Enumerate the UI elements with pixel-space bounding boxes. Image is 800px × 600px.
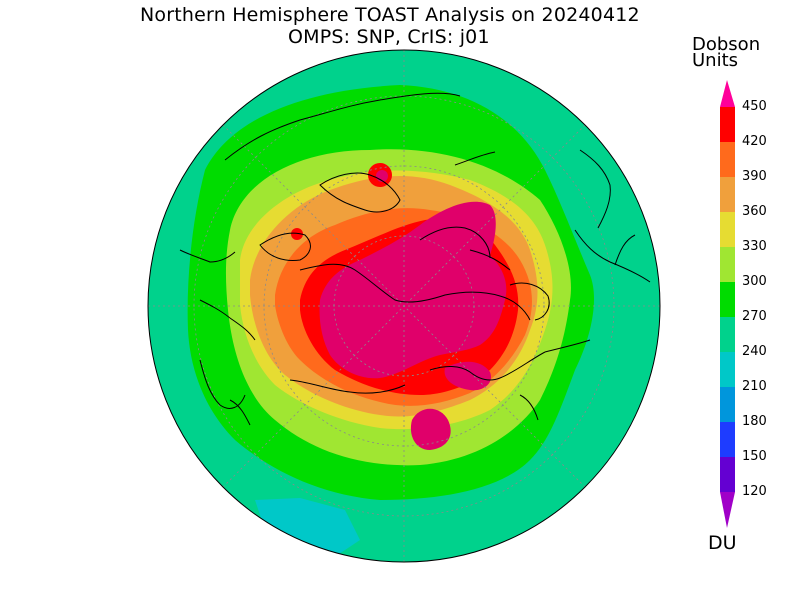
colorbar-tick-label: 270 — [742, 309, 767, 324]
colorbar-band-330-360 — [720, 212, 735, 247]
colorbar-bottom-arrow — [720, 492, 735, 528]
colorbar-tick-label: 360 — [742, 204, 767, 219]
colorbar-tick-label: 210 — [742, 379, 767, 394]
map-title: Northern Hemisphere TOAST Analysis on 20… — [140, 4, 640, 26]
colorbar — [720, 80, 735, 528]
colorbar-tick-label: 450 — [742, 99, 767, 114]
colorbar-band-300-330 — [720, 247, 735, 282]
ozone-red-spot — [291, 228, 303, 240]
colorbar-subtitle: Units — [692, 50, 739, 71]
ozone-field-above-450 — [319, 201, 507, 379]
globe-outline — [147, 49, 661, 563]
colorbar-title: Dobson — [692, 34, 761, 55]
coastlines — [179, 92, 651, 426]
ozone-high-cell — [410, 408, 451, 450]
colorbar-tick-label: 300 — [742, 274, 767, 289]
colorbar-band-180-210 — [720, 387, 735, 422]
colorbar-band-390-420 — [720, 142, 735, 177]
colorbar-top-arrow — [720, 80, 735, 107]
colorbar-tick-label: 330 — [742, 239, 767, 254]
colorbar-unit-label: DU — [708, 532, 737, 554]
colorbar-band-420-450 — [720, 107, 735, 142]
colorbar-band-240-270 — [720, 317, 735, 352]
colorbar-tick-label: 150 — [742, 449, 767, 464]
map-subtitle: OMPS: SNP, CrIS: j01 — [288, 26, 490, 48]
colorbar-band-210-240 — [720, 352, 735, 387]
colorbar-band-270-300 — [720, 282, 735, 317]
colorbar-tick-label: 390 — [742, 169, 767, 184]
colorbar-band-360-390 — [720, 177, 735, 212]
colorbar-tick-label: 240 — [742, 344, 767, 359]
colorbar-band-150-180 — [720, 422, 735, 457]
colorbar-tick-label: 180 — [742, 414, 767, 429]
graticule — [148, 50, 660, 562]
globe — [148, 50, 660, 562]
colorbar-tick-label: 420 — [742, 134, 767, 149]
colorbar-tick-label: 120 — [742, 484, 767, 499]
colorbar-band-120-150 — [720, 457, 735, 492]
ozone-high-tongue — [444, 361, 491, 391]
